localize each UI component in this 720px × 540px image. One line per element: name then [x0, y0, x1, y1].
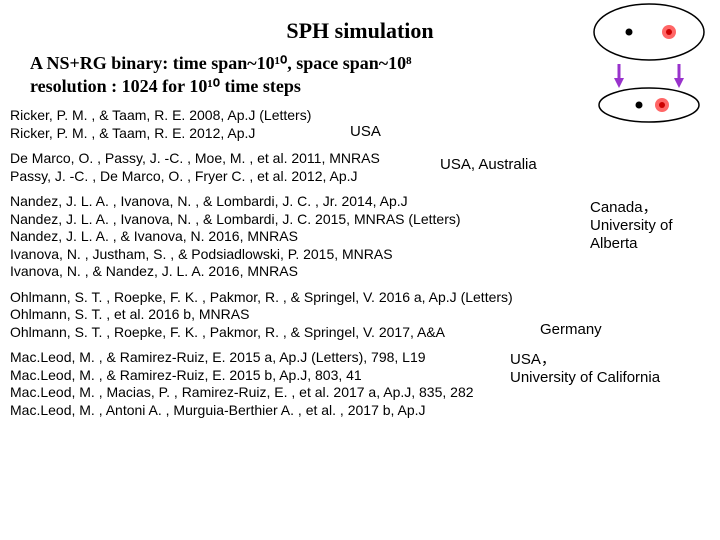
ref-line: Ivanova, N. , & Nandez, J. L. A. 2016, M… — [10, 263, 710, 281]
ref-line: Mac.Leod, M. , Antoni A. , Murguia-Berth… — [10, 402, 710, 420]
country-label: USA, Australia — [440, 156, 537, 175]
ref-line: Ohlmann, S. T. , et al. 2016 b, MNRAS — [10, 306, 710, 324]
ref-line: Ohlmann, S. T. , Roepke, F. K. , Pakmor,… — [10, 324, 710, 342]
ref-block-2: Nandez, J. L. A. , Ivanova, N. , & Lomba… — [10, 193, 710, 281]
ref-line: Passy, J. -C. , De Marco, O. , Fryer C. … — [10, 168, 710, 186]
country-label: USA — [350, 123, 381, 142]
ref-block-4: Mac.Leod, M. , & Ramirez-Ruiz, E. 2015 a… — [10, 349, 710, 419]
ref-block-0: Ricker, P. M. , & Taam, R. E. 2008, Ap.J… — [10, 107, 710, 142]
arrow-left-head — [614, 78, 624, 88]
country-label: Germany — [540, 321, 602, 340]
ref-block-3: Ohlmann, S. T. , Roepke, F. K. , Pakmor,… — [10, 289, 710, 342]
ns-dot-top — [626, 29, 633, 36]
arrow-right-head — [674, 78, 684, 88]
ref-line: De Marco, O. , Passy, J. -C. , Moe, M. ,… — [10, 150, 710, 168]
country-label: USA， University of California — [510, 351, 660, 387]
rg-inner-top — [666, 29, 672, 35]
outer-ellipse-top — [594, 4, 704, 60]
reference-blocks: Ricker, P. M. , & Taam, R. E. 2008, Ap.J… — [10, 107, 710, 419]
ref-line: Ohlmann, S. T. , Roepke, F. K. , Pakmor,… — [10, 289, 710, 307]
ref-block-1: De Marco, O. , Passy, J. -C. , Moe, M. ,… — [10, 150, 710, 185]
ref-line: Ricker, P. M. , & Taam, R. E. 2008, Ap.J… — [10, 107, 710, 125]
country-label: Canada， University of Alberta — [590, 199, 673, 253]
